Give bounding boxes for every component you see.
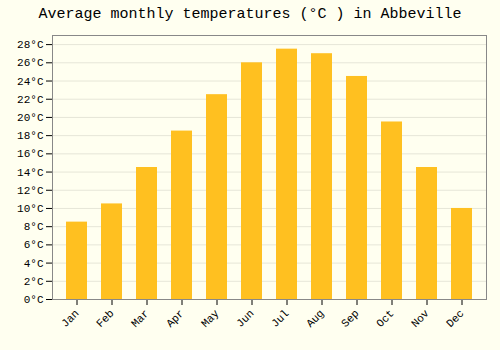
svg-text:24°C: 24°C: [17, 76, 44, 88]
svg-text:20°C: 20°C: [17, 112, 44, 124]
svg-text:Aug: Aug: [304, 307, 326, 329]
svg-text:10°C: 10°C: [17, 203, 44, 215]
svg-text:0°C: 0°C: [24, 294, 44, 306]
svg-text:Feb: Feb: [94, 307, 116, 329]
svg-text:Sep: Sep: [339, 307, 361, 329]
svg-text:12°C: 12°C: [17, 185, 44, 197]
svg-text:Dec: Dec: [444, 307, 466, 329]
svg-text:Jul: Jul: [269, 307, 291, 329]
svg-text:Jun: Jun: [234, 307, 256, 329]
svg-text:26°C: 26°C: [17, 57, 44, 69]
svg-text:4°C: 4°C: [24, 258, 44, 270]
svg-text:Oct: Oct: [374, 307, 396, 329]
html-text:Average monthly temperatures (: Average monthly temperatures (°C ) in Ab…: [38, 6, 462, 23]
svg-text:6°C: 6°C: [24, 239, 44, 251]
svg-text:16°C: 16°C: [17, 148, 44, 160]
svg-text:Jan: Jan: [59, 307, 81, 329]
svg-text:May: May: [199, 307, 222, 330]
svg-text:Apr: Apr: [164, 307, 186, 329]
svg-text:8°C: 8°C: [24, 221, 44, 233]
svg-text:2°C: 2°C: [24, 276, 44, 288]
svg-text:28°C: 28°C: [17, 39, 44, 51]
svg-text:Mar: Mar: [129, 307, 151, 329]
svg-text:18°C: 18°C: [17, 130, 44, 142]
svg-text:14°C: 14°C: [17, 167, 44, 179]
svg-text:22°C: 22°C: [17, 94, 44, 106]
svg-text:Nov: Nov: [409, 307, 432, 330]
